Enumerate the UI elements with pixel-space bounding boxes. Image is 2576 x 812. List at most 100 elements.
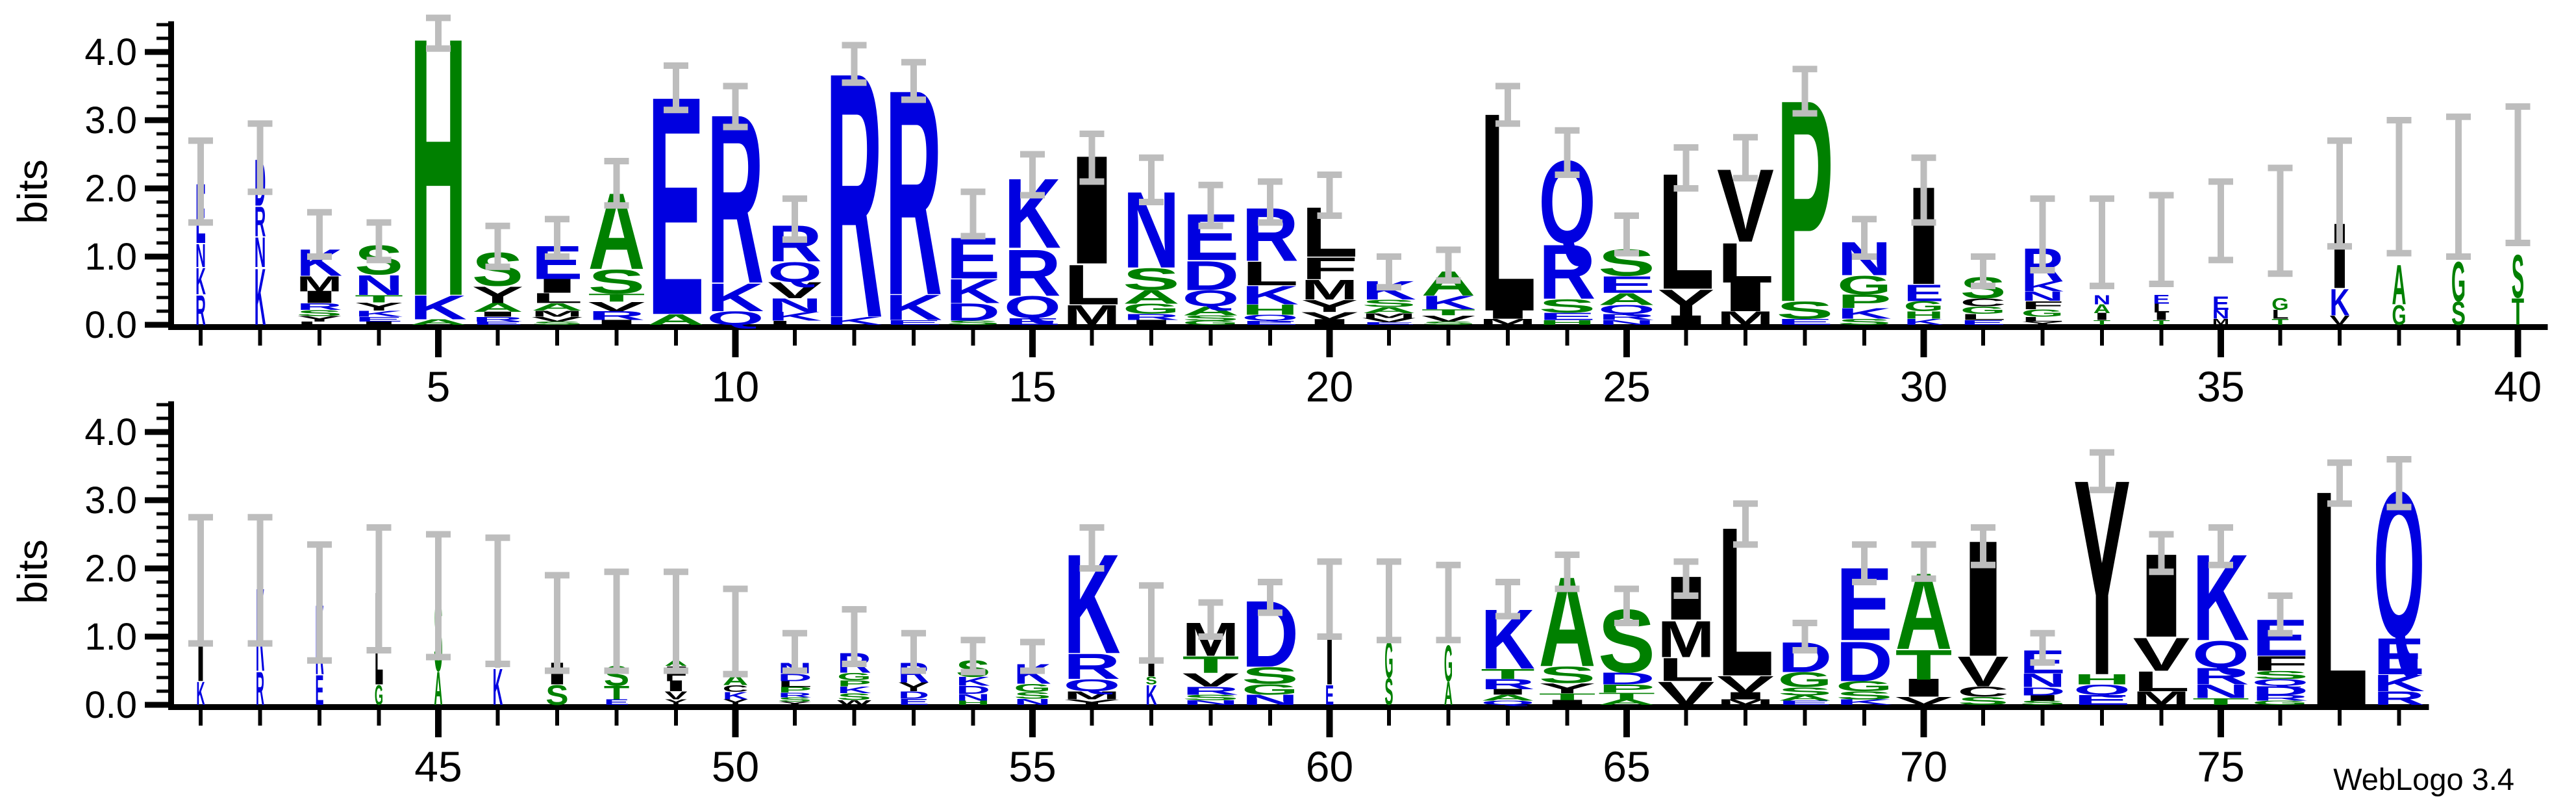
logo-letter: T [1539,692,1596,702]
logo-letter: L [531,290,582,306]
logo-letter: V [2330,313,2350,328]
logo-letter: V [1658,675,1715,712]
logo-letter: R [2192,663,2249,690]
logo-letter: A [1362,305,1416,315]
logo-letter: Y [355,300,403,313]
logo-letter: R [195,286,206,334]
logo-letter: A [410,318,467,327]
logo-letter: N [956,692,990,703]
logo-letter: V [1301,310,1358,322]
logo-letter: R [778,691,812,698]
logo-letter: E [604,698,630,707]
logo-letter: H [1539,319,1596,326]
logo-letter: G [1836,678,1893,694]
logo-letter: R [256,662,264,715]
x-tick-label: 75 [2197,742,2244,791]
logo-letter: M [1362,312,1416,319]
x-axis-line [168,704,2429,710]
logo-letter: M [1479,317,1536,327]
logo-letter: K [195,260,206,303]
logo-letter: P [778,686,812,694]
logo-letter: L [2021,316,2064,323]
logo-letter: N [2212,308,2229,322]
logo-letter: G [375,679,383,711]
y-tick-label: 3.0 [84,99,137,142]
logo-letter: K [493,658,503,716]
logo-letter: M [2133,687,2190,709]
logo-letter: S [1182,314,1240,322]
logo-letter: K [355,309,403,319]
logo-letter: I [2020,693,2065,702]
logo-letter: T [1421,308,1476,318]
logo-letter: Q [1598,303,1655,316]
logo-letter: R [2252,694,2309,702]
logo-letter: D [898,689,929,701]
logo-letter: K [255,252,266,342]
logo-letter: S [2252,668,2309,681]
logo-letter: K [885,288,942,328]
logo-letter: Y [664,698,687,707]
logo-letter: Q [2252,678,2309,688]
logo-letter: I [355,320,403,326]
logo-letter: R [588,309,645,323]
logo-letter: S [2020,700,2065,706]
logo-letter: S [1539,296,1596,317]
logo-letter: L [297,321,342,326]
x-tick-label: 55 [1008,742,1056,791]
logo-letter: I [297,287,342,307]
logo-letter: S [1242,663,1299,689]
logo-letter: V [1182,669,1240,691]
logo-letter: Q [1064,676,1121,695]
logo-letter: T [2271,317,2288,327]
logo-letter: E [472,321,523,326]
logo-letter: K [196,675,205,712]
logo-letter: L [1658,651,1715,688]
logo-letter: R [1123,312,1180,322]
logo-letter: G [2271,295,2288,314]
logo-letter: G [1444,635,1453,692]
logo-letter: G [837,671,871,683]
logo-letter: F [1301,251,1358,286]
logo-letter: M [1064,689,1121,702]
logo-letter: K [1421,292,1476,313]
x-axis-line [168,324,2548,330]
logo-letter: P [1837,290,1892,312]
y-tick-label: 1.0 [84,616,137,658]
logo-letter: K [946,272,1001,311]
logo-letter: H [2073,672,2131,687]
logo-letter: K [1904,317,1944,327]
logo-letter: A [1123,286,1180,308]
logo-letter: K [2373,670,2425,696]
logo-letter: S [1182,693,1240,702]
logo-letter: H [1904,309,1944,321]
logo-letter: G [1182,320,1240,326]
logo-letter: S [1777,297,1834,324]
logo-letter: S [1123,262,1180,297]
logo-letter: E [1777,317,1834,327]
logo-letter: Q [2073,682,2131,698]
logo-letter: G [2392,299,2407,331]
logo-letter: H [1242,302,1299,318]
logo-letter: K [723,690,749,702]
logo-letter: L [2271,308,2288,322]
logo-letter: Q [1242,313,1299,323]
logo-letter: D [2020,685,2065,698]
logo-letter: Y [472,281,523,308]
logo-letter: I [1658,313,1715,328]
logo-letter: G [1837,270,1892,299]
logo-letter: I [1895,674,1953,702]
logo-letter: C [1960,296,2006,309]
logo-letter: S [837,692,871,702]
logo-letter: R [472,316,523,323]
logo-letter: K [1837,305,1892,322]
logo-letter: A [1778,694,1832,702]
logo-letter: L [1960,312,2006,322]
logo-letter: I [2153,310,2170,323]
logo-letter: M [1717,698,1774,707]
logo-letter: K [837,685,871,695]
branding-text: WebLogo 3.4 [2333,762,2514,796]
logo-letter: A [1444,675,1453,712]
logo-letter: N [355,270,403,301]
logo-letter: G [2021,307,2064,319]
logo-letter: K [1145,679,1157,711]
